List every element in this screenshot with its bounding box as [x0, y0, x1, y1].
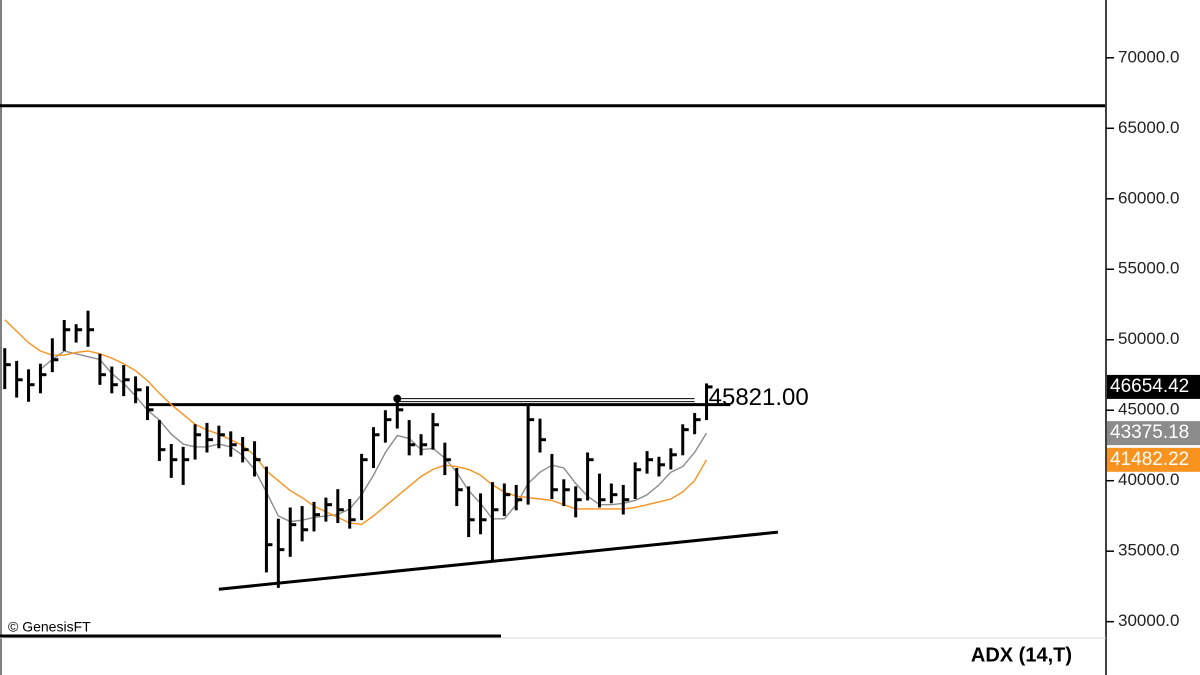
y-tick-label: 65000.0: [1118, 118, 1179, 137]
price-tag-label: 41482.22: [1110, 449, 1189, 470]
moving-average: [39, 350, 708, 523]
y-tick-label: 40000.0: [1118, 470, 1179, 489]
indicator-label: ADX (14,T): [971, 644, 1072, 666]
y-tick-label: 30000.0: [1118, 611, 1179, 630]
moving-average: [4, 319, 708, 526]
copyright: © GenesisFT: [8, 619, 91, 635]
price-tag-label: 43375.18: [1110, 422, 1189, 443]
trend-line: [218, 530, 779, 591]
level-label: 45821.00: [709, 384, 809, 411]
y-tick-label: 45000.0: [1118, 400, 1179, 419]
price-tag: [1107, 374, 1200, 399]
plot-area: 45821.00: [0, 104, 1105, 591]
y-tick-label: 55000.0: [1118, 259, 1179, 278]
price-tag: [1107, 447, 1200, 472]
y-tick-label: 70000.0: [1118, 47, 1179, 66]
y-tick-label: 60000.0: [1118, 188, 1179, 207]
y-tick-label: 35000.0: [1118, 541, 1179, 560]
price-tag: [1107, 421, 1200, 446]
price-tag-label: 46654.42: [1110, 376, 1189, 397]
y-tick-label: 50000.0: [1118, 329, 1179, 348]
